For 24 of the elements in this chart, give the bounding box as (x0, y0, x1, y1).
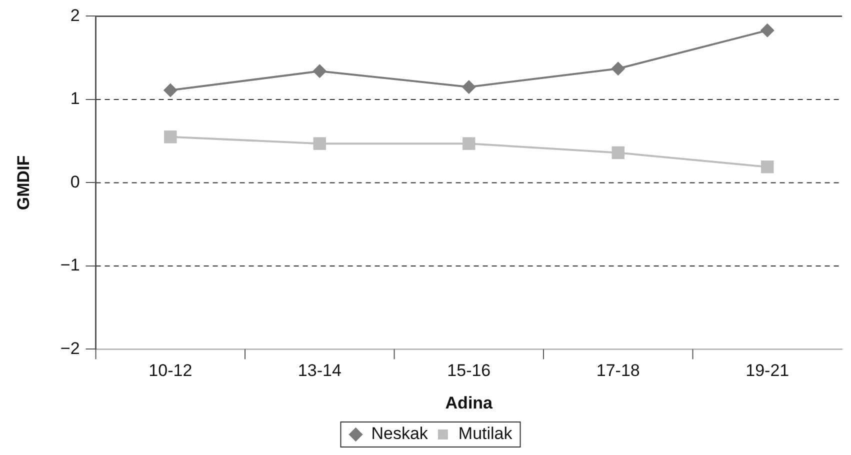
point (312, 64, 327, 78)
point (313, 137, 326, 150)
y-axis-title: GMDIF (14, 155, 33, 210)
y-tick-label: −1 (60, 256, 80, 275)
x-tick-label: 17-18 (596, 361, 640, 380)
point (760, 23, 774, 38)
x-tick-label: 13-14 (298, 361, 342, 380)
point (164, 130, 177, 144)
point (611, 62, 626, 76)
point (761, 160, 774, 174)
point (462, 137, 476, 150)
point (612, 146, 624, 160)
point (462, 80, 476, 94)
y-tick-label: −2 (60, 338, 80, 358)
x-tick-label: 19-21 (746, 361, 790, 380)
x-tick-label: 15-16 (447, 361, 491, 380)
x-tick-label: 10-12 (148, 361, 192, 380)
point (163, 83, 178, 98)
y-tick-label: 1 (70, 89, 80, 108)
legend-label: Mutilak (458, 424, 513, 444)
legend-label: Neskak (371, 424, 428, 444)
y-tick-label: 2 (70, 6, 80, 25)
y-tick-label: 0 (70, 172, 80, 192)
x-axis-title: Adina (445, 393, 494, 412)
